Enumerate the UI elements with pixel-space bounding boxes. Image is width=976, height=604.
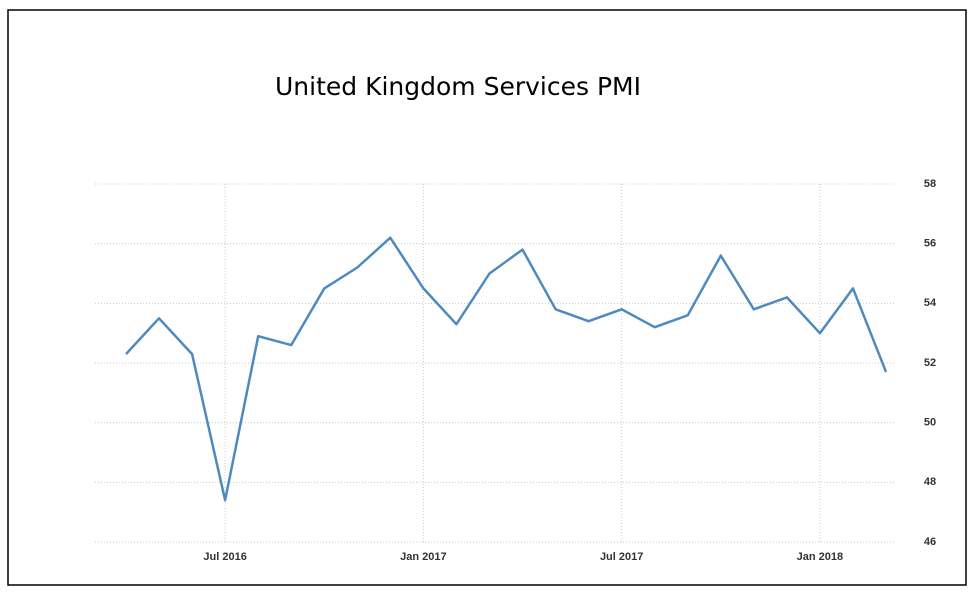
y-tick-label: 50 — [924, 417, 936, 429]
x-tick-label: Jan 2017 — [400, 551, 446, 563]
y-tick-label: 52 — [924, 357, 936, 369]
frame — [7, 9, 967, 586]
chart-title: United Kingdom Services PMI — [275, 72, 641, 101]
data-line — [125, 236, 888, 502]
x-tick-label: Jan 2018 — [797, 551, 843, 563]
y-tick-label: 46 — [924, 536, 936, 548]
x-tick-label: Jul 2016 — [203, 551, 246, 563]
y-tick-label: 56 — [924, 238, 936, 250]
y-tick-label: 48 — [924, 476, 936, 488]
x-tick-label: Jul 2017 — [600, 551, 643, 563]
y-tick-label: 58 — [924, 178, 936, 190]
y-tick-label: 54 — [924, 297, 937, 309]
